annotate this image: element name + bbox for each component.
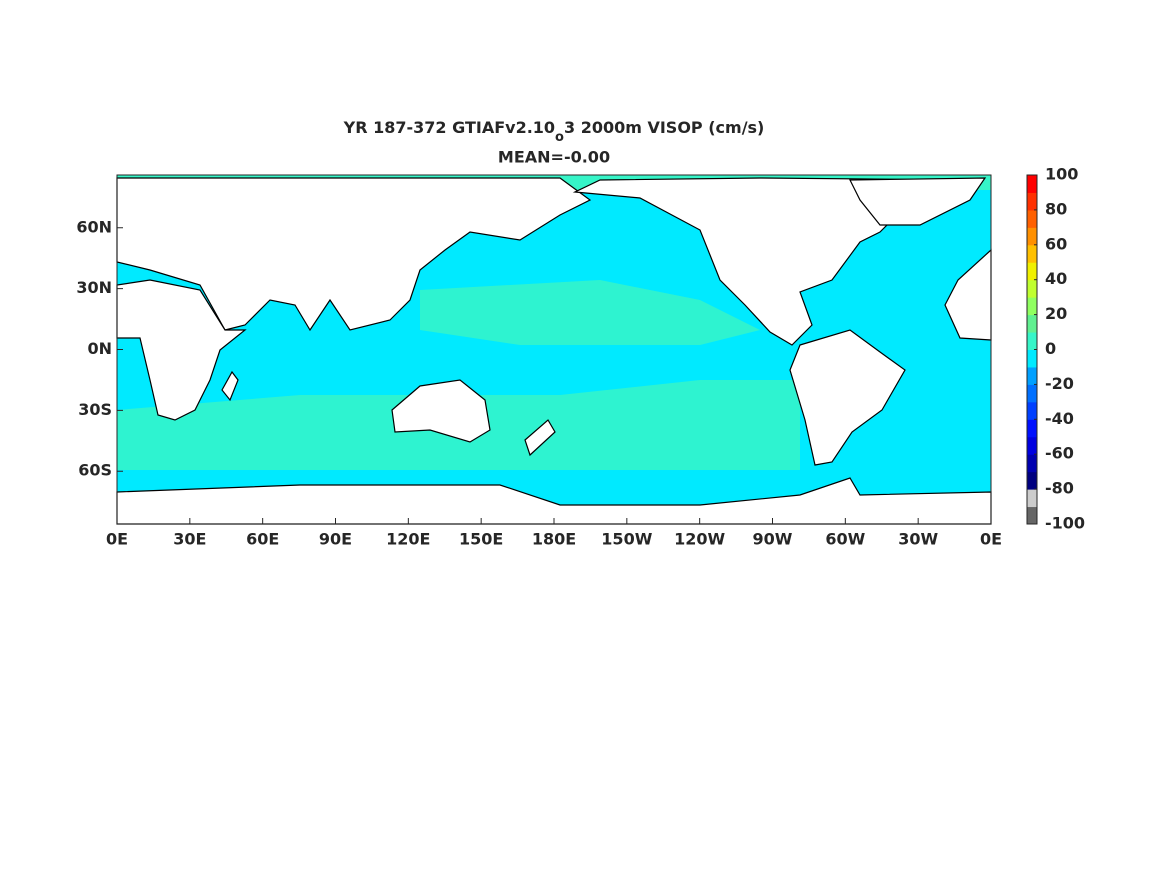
x-tick-label: 150E — [459, 530, 503, 549]
x-tick-label: 60E — [246, 530, 279, 549]
subtitle: MEAN=-0.00 — [498, 148, 610, 167]
colorbar-bin — [1027, 366, 1037, 385]
africa — [116, 279, 247, 421]
colorbar-tick-label: 60 — [1045, 234, 1067, 253]
colorbar-bin — [1027, 192, 1037, 211]
colorbar-bin — [1027, 244, 1037, 263]
greenland — [849, 177, 987, 226]
y-tick-label: 60N — [76, 217, 112, 236]
eurasia — [116, 177, 592, 332]
colorbar-tick-label: 100 — [1045, 165, 1078, 184]
x-tick-label: 60W — [825, 530, 865, 549]
colorbar-bin — [1027, 297, 1037, 316]
x-tick-label: 0E — [980, 530, 1002, 549]
y-tick-label: 0N — [87, 339, 112, 358]
colorbar-bin — [1027, 175, 1037, 193]
colorbar-bin — [1027, 332, 1037, 350]
colorbar-bin — [1027, 419, 1037, 438]
colorbar-tick-label: 0 — [1045, 339, 1056, 358]
colorbar-bin — [1027, 436, 1037, 455]
x-tick-label: 180E — [532, 530, 576, 549]
title: YR 187-372 GTIAFv2.10o3 2000m VISOP (cm/… — [343, 118, 765, 145]
colorbar-tick-label: 80 — [1045, 199, 1067, 218]
colorbar-bin — [1027, 384, 1037, 403]
colorbar-tick-label: -100 — [1045, 514, 1085, 533]
madagascar — [221, 370, 239, 402]
colorbar-tick-label: -20 — [1045, 374, 1074, 393]
colorbar-bin — [1027, 349, 1037, 368]
colorbar-tick-label: -60 — [1045, 444, 1074, 463]
colorbar-bin — [1027, 454, 1037, 473]
colorbar-bin — [1027, 227, 1037, 246]
x-tick-label: 90W — [753, 530, 793, 549]
new-zealand — [524, 419, 556, 457]
colorbar-bin — [1027, 262, 1037, 281]
south-america — [789, 329, 906, 466]
colorbar-bin — [1027, 471, 1037, 490]
x-tick-label: 150W — [601, 530, 652, 549]
title-rest: 3 2000m VISOP (cm/s) — [564, 118, 764, 137]
colorbar-bin — [1027, 506, 1037, 525]
map — [116, 174, 992, 525]
colorbar-bin — [1027, 209, 1037, 228]
y-tick-label: 60S — [78, 461, 112, 480]
colorbar-bin — [1027, 401, 1037, 420]
x-tick-label: 30E — [173, 530, 206, 549]
australia — [391, 379, 491, 443]
x-tick-label: 90E — [319, 530, 352, 549]
colorbar-tick-label: -80 — [1045, 479, 1074, 498]
x-tick-label: 0E — [106, 530, 128, 549]
x-tick-label: 30W — [898, 530, 938, 549]
y-tick-label: 30N — [76, 278, 112, 297]
colorbar-tick-label: -40 — [1045, 409, 1074, 428]
ocean-band — [420, 280, 760, 345]
colorbar-bin — [1027, 489, 1037, 508]
title-subscript: o — [555, 130, 564, 145]
colorbar-tick-label: 20 — [1045, 304, 1067, 323]
y-tick-label: 30S — [78, 400, 112, 419]
x-tick-label: 120W — [674, 530, 725, 549]
x-tick-label: 120E — [386, 530, 430, 549]
colorbar-tick-label: 40 — [1045, 269, 1067, 288]
colorbar-bin — [1027, 314, 1037, 333]
title-main: YR 187-372 GTIAFv2.10 — [343, 118, 555, 137]
colorbar-bin — [1027, 279, 1037, 298]
